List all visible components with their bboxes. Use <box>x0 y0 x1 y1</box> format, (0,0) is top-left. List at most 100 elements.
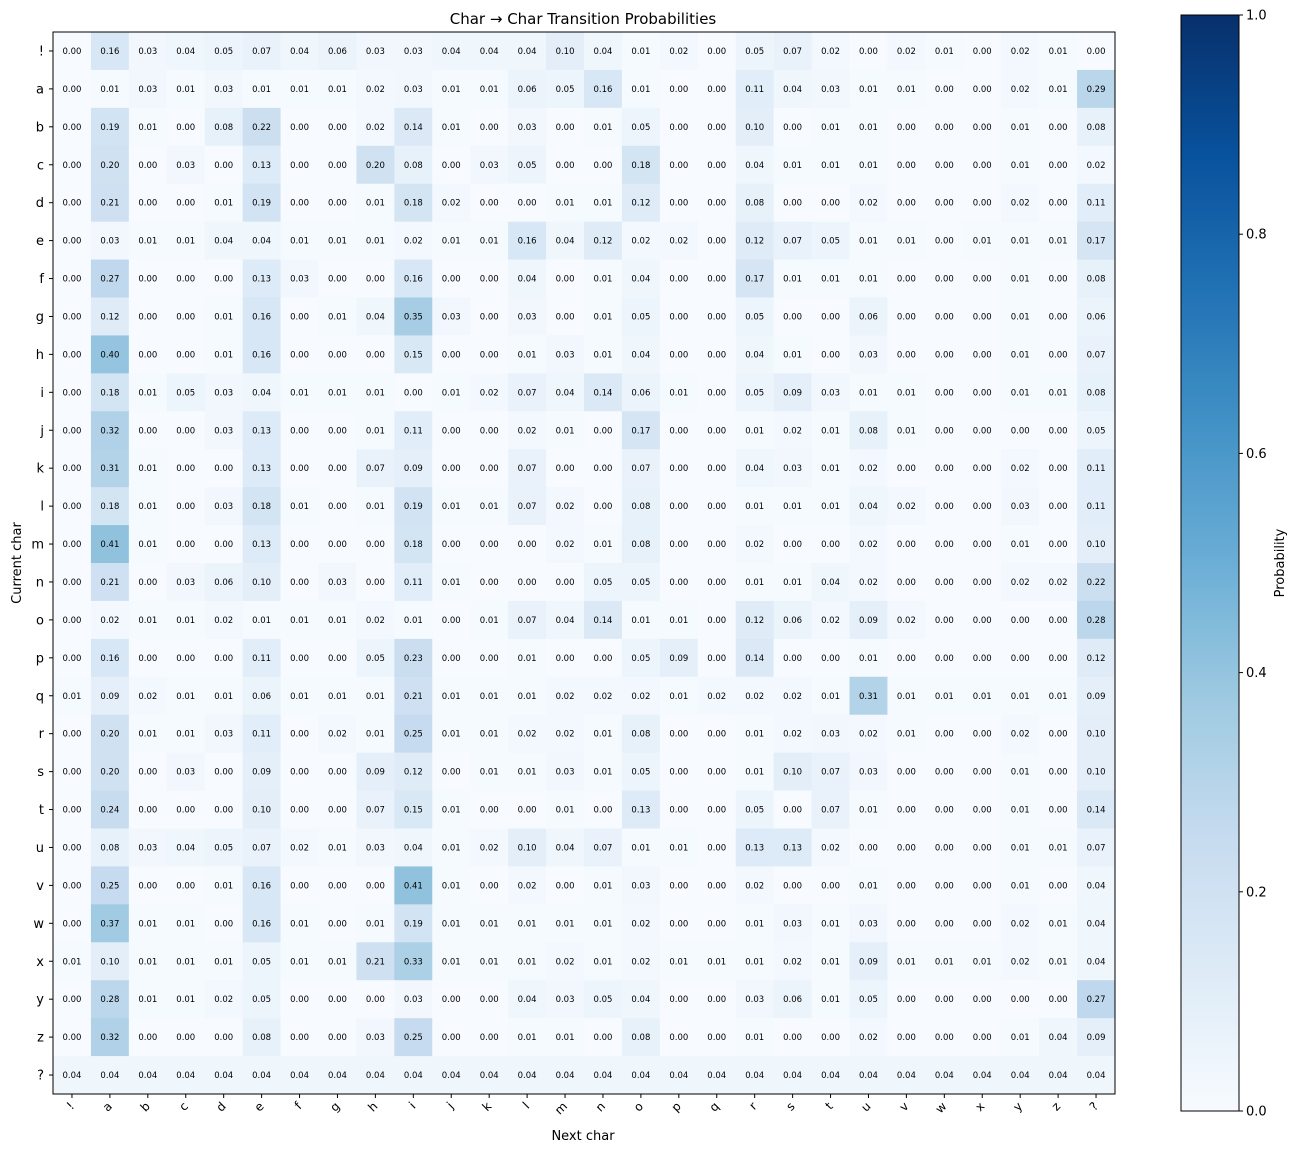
cell-value-label: 0.02 <box>556 540 575 550</box>
cell-value-label: 0.00 <box>783 123 802 133</box>
heatmap-cell <box>280 449 319 488</box>
heatmap-cell <box>128 297 168 336</box>
cell-value-label: 0.13 <box>252 464 271 474</box>
cell-value-label: 0.01 <box>1011 806 1030 816</box>
heatmap-cell <box>280 942 319 981</box>
cell-value-label: 0.01 <box>745 1033 764 1043</box>
heatmap-cell <box>546 259 585 298</box>
heatmap-cell <box>697 297 737 336</box>
heatmap-cell <box>963 714 1002 754</box>
cell-value-label: 0.00 <box>176 199 195 209</box>
heatmap-cell <box>546 980 585 1019</box>
heatmap-cell <box>887 335 926 374</box>
heatmap-cell <box>394 145 433 185</box>
cell-value-label: 0.01 <box>593 123 612 133</box>
cell-value-label: 0.00 <box>669 578 688 588</box>
cell-value-label: 0.00 <box>366 881 385 891</box>
cell-value-label: 0.04 <box>783 85 802 95</box>
cell-value-label: 0.00 <box>935 806 954 816</box>
cell-value-label: 0.20 <box>366 161 385 171</box>
y-tick-label: v <box>36 879 44 894</box>
cell-value-label: 0.01 <box>214 957 233 967</box>
cell-value-label: 0.00 <box>328 123 347 133</box>
heatmap-cell <box>1001 221 1040 260</box>
cell-value-label: 0.00 <box>556 123 575 133</box>
heatmap-cell <box>280 373 319 412</box>
cell-value-label: 0.01 <box>669 843 688 853</box>
cell-value-label: 0.01 <box>518 692 537 702</box>
heatmap-cell <box>280 221 319 260</box>
cell-value-label: 0.00 <box>290 654 309 664</box>
cell-value-label: 0.00 <box>783 199 802 209</box>
heatmap-cell <box>1077 1018 1116 1057</box>
cell-value-label: 0.00 <box>973 464 992 474</box>
heatmap-cell <box>90 145 130 185</box>
cell-value-label: 0.00 <box>935 464 954 474</box>
heatmap-cell <box>887 259 926 298</box>
cell-value-label: 0.05 <box>745 388 764 398</box>
cell-value-label: 0.00 <box>783 806 802 816</box>
cell-value-label: 0.00 <box>480 806 499 816</box>
heatmap-cell <box>242 221 281 260</box>
cell-value-label: 0.01 <box>328 85 347 95</box>
x-tick-label: y <box>1010 1099 1025 1114</box>
x-tick-label: s <box>783 1099 797 1113</box>
cell-value-label: 0.01 <box>328 843 347 853</box>
heatmap-cell <box>394 828 433 867</box>
heatmap-cell <box>508 942 547 981</box>
x-tick-label: ! <box>64 1099 77 1112</box>
cell-value-label: 0.01 <box>480 502 499 512</box>
heatmap-cell <box>318 107 357 147</box>
heatmap-cell <box>128 600 168 640</box>
cell-value-label: 0.03 <box>214 426 233 436</box>
heatmap-cell <box>204 676 244 716</box>
x-tick-label: a <box>100 1099 115 1114</box>
heatmap-cell <box>887 790 926 829</box>
heatmap-cell <box>811 600 850 640</box>
cell-value-label: 0.21 <box>100 578 119 588</box>
cell-value-label: 0.00 <box>821 312 840 322</box>
heatmap-cell <box>470 942 509 981</box>
y-tick-label: y <box>36 993 44 1008</box>
cell-value-label: 0.02 <box>859 540 878 550</box>
cell-value-label: 0.01 <box>442 692 461 702</box>
cell-value-label: 0.02 <box>1011 85 1030 95</box>
heatmap-cell <box>621 600 661 640</box>
cell-value-label: 0.07 <box>518 502 537 512</box>
cell-value-label: 0.12 <box>745 237 764 247</box>
cell-value-label: 0.22 <box>1087 578 1106 588</box>
heatmap-cell <box>318 676 357 716</box>
cell-value-label: 0.00 <box>897 199 916 209</box>
heatmap-cell <box>584 335 623 374</box>
heatmap-cell <box>53 980 92 1019</box>
heatmap-cell <box>735 145 775 185</box>
heatmap-cell <box>1077 107 1116 147</box>
cell-value-label: 0.08 <box>1087 388 1106 398</box>
heatmap-cell <box>356 1056 395 1095</box>
cell-value-label: 0.00 <box>366 995 385 1005</box>
cell-value-label: 0.01 <box>518 1033 537 1043</box>
heatmap-cell <box>1077 676 1116 716</box>
heatmap-cell <box>925 107 964 147</box>
heatmap-cell <box>735 980 775 1019</box>
heatmap-cell <box>849 752 888 791</box>
cell-value-label: 0.01 <box>176 85 195 95</box>
heatmap-cell <box>128 790 168 829</box>
cell-value-label: 0.01 <box>1011 881 1030 891</box>
heatmap-cell <box>166 714 206 754</box>
cell-value-label: 0.05 <box>821 237 840 247</box>
cell-value-label: 0.00 <box>214 540 233 550</box>
heatmap-cell <box>849 980 888 1019</box>
heatmap-cell <box>546 676 585 716</box>
cell-value-label: 0.24 <box>100 806 119 816</box>
cell-value-label: 0.01 <box>593 919 612 929</box>
cell-value-label: 0.00 <box>62 388 81 398</box>
heatmap-cell <box>470 335 509 374</box>
heatmap-cell <box>204 487 244 526</box>
cell-value-label: 0.01 <box>1049 692 1068 702</box>
heatmap-cell <box>1039 525 1078 564</box>
cell-value-label: 0.01 <box>745 919 764 929</box>
cell-value-label: 0.00 <box>669 540 688 550</box>
cell-value-label: 0.09 <box>859 957 878 967</box>
cell-value-label: 0.01 <box>593 730 612 740</box>
